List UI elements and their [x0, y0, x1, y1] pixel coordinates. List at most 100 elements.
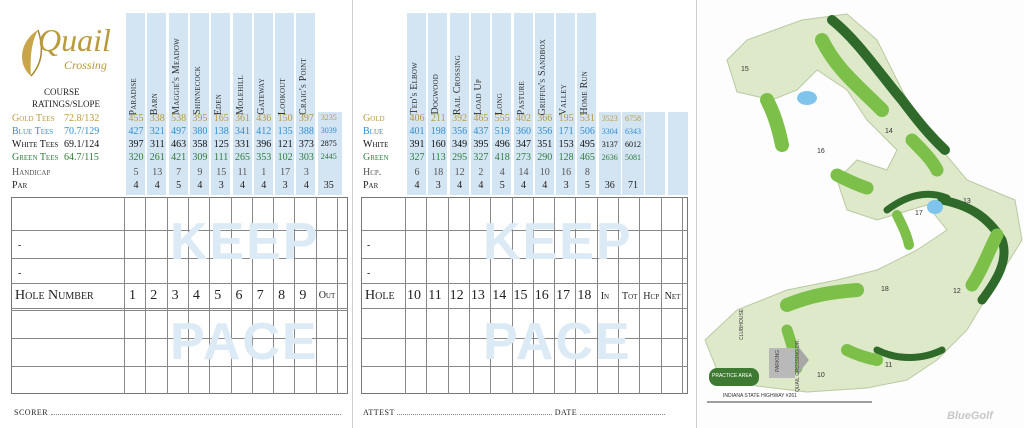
- grid-col-line: [166, 197, 168, 394]
- tee-rating: 69.1/124: [64, 139, 100, 150]
- yardage: 463: [171, 139, 187, 150]
- clubhouse-label: CLUBHOUSE: [739, 308, 745, 340]
- grid-row-line: [361, 308, 688, 309]
- yardage: 211: [430, 113, 446, 124]
- yardage: 273: [516, 152, 531, 163]
- handicap-value: 1: [261, 167, 267, 178]
- hole-name-text: Eden: [213, 93, 225, 115]
- back-watermark-pace: PACE: [483, 313, 632, 371]
- yardage: 265: [235, 152, 250, 163]
- grid-row-line: [361, 283, 688, 284]
- hole-number: 8: [278, 288, 286, 303]
- tee-label: White Tees: [12, 139, 59, 150]
- drive-label: QUAIL CROSSING DR.: [795, 339, 801, 392]
- course-property: [704, 13, 1023, 393]
- grid-col-line: [405, 197, 406, 394]
- grid-row-line: [361, 338, 688, 339]
- yardage: 353: [256, 152, 272, 163]
- yardage: 497: [171, 126, 187, 137]
- map-hole-number: 11: [885, 362, 893, 369]
- practice-area-label: PRACTICE AREA: [712, 373, 753, 379]
- hole-name-text: Rail Crossing: [451, 54, 463, 115]
- yardage: 418: [494, 152, 510, 163]
- par-value: 3: [435, 180, 441, 191]
- yardage: 358: [192, 139, 208, 150]
- grid-row-line: [11, 230, 348, 231]
- yardage: 295: [452, 152, 468, 163]
- grid-col-line: [315, 197, 317, 394]
- name-dash: -: [18, 240, 22, 251]
- course-map: [704, 13, 1023, 403]
- hole-name-text: Long: [494, 92, 506, 115]
- grid-row-line: [11, 308, 348, 309]
- tee-label: White: [363, 139, 389, 150]
- back-name-column: Load Up: [470, 13, 490, 195]
- grid-col-line: [251, 197, 253, 394]
- grid-col-line: [596, 197, 598, 394]
- yardage-tot: 6343: [625, 127, 641, 136]
- yardage: 495: [579, 139, 595, 150]
- grid-col-line: [681, 197, 683, 394]
- hole-number: 12: [449, 288, 464, 303]
- hole-number: 10: [407, 288, 421, 303]
- grid-row-line: [361, 366, 688, 367]
- grid-col-line: [124, 197, 125, 394]
- front-name-column: Shinnecock: [189, 13, 209, 195]
- hole-number: 17: [556, 288, 571, 303]
- hole-name-15: Pasture: [516, 15, 532, 115]
- scorer-line: SCORER: [14, 408, 341, 417]
- grid-row-line: [11, 366, 348, 367]
- hole-name-14: Long: [494, 15, 510, 115]
- hole-name-4: Shinnecock: [192, 15, 208, 115]
- attest-label: ATTEST: [363, 408, 395, 417]
- yardage: 150: [277, 113, 293, 124]
- hole-name-text: Lookout: [277, 77, 289, 115]
- yardage: 380: [192, 126, 208, 137]
- tee-rating: 64.7/115: [64, 152, 99, 163]
- hole-number: 2: [150, 288, 158, 303]
- handicap-value: 17: [280, 167, 291, 178]
- yardage: 311: [149, 139, 165, 150]
- summary-label: Net: [664, 291, 681, 302]
- yardage: 338: [149, 113, 165, 124]
- front-nine-panel: Quail Crossing COURSE RATINGS/SLOPE Para…: [0, 0, 352, 428]
- front-name-column: Craig's Point: [296, 13, 316, 195]
- front-name-column: Eden: [211, 13, 231, 195]
- par-value: 3: [282, 180, 288, 191]
- yardage: 496: [494, 139, 510, 150]
- yardage: 388: [298, 126, 314, 137]
- yardage: 406: [409, 113, 425, 124]
- hole-number: 18: [577, 288, 592, 303]
- par-value: 5: [499, 180, 505, 191]
- par-label: Par: [12, 180, 28, 191]
- map-hole-number: 16: [817, 148, 825, 155]
- back-nine-panel: Ted's Elbow Dogwood Rail Crossing Load Up Lo…: [352, 0, 696, 428]
- map-hole-number: 12: [953, 288, 961, 295]
- hole-number: 16: [534, 288, 549, 303]
- yardage: 412: [256, 126, 272, 137]
- grid-col-line: [490, 197, 492, 394]
- yardage: 153: [558, 139, 574, 150]
- tee-label: Green Tees: [12, 152, 59, 163]
- grid-col-line: [532, 197, 534, 394]
- par-out: 35: [323, 180, 334, 191]
- hole-number-label: Hole Number: [15, 288, 94, 303]
- map-hole-number: 13: [963, 198, 971, 205]
- par-label: Par: [363, 180, 379, 191]
- grid-row-line: [11, 338, 348, 339]
- yardage: 555: [494, 113, 510, 124]
- yardage: 401: [409, 126, 425, 137]
- yardage: 121: [277, 139, 293, 150]
- grid-col-line: [273, 197, 275, 394]
- hole-name-text: Ted's Elbow: [409, 62, 420, 115]
- tee-label: Green: [363, 152, 389, 163]
- hole-name-3: Maggie's Meadow: [171, 15, 187, 115]
- tee-label: Gold Tees: [12, 113, 55, 124]
- hole-name-12: Rail Crossing: [452, 15, 468, 115]
- yardage: 135: [277, 126, 293, 137]
- par-value: 3: [563, 180, 569, 191]
- yardage-out: 2875: [320, 139, 337, 148]
- hole-number: 4: [192, 288, 200, 303]
- hole-name-text: Dogwood: [430, 74, 442, 115]
- hole-name-text: Gateway: [255, 78, 267, 115]
